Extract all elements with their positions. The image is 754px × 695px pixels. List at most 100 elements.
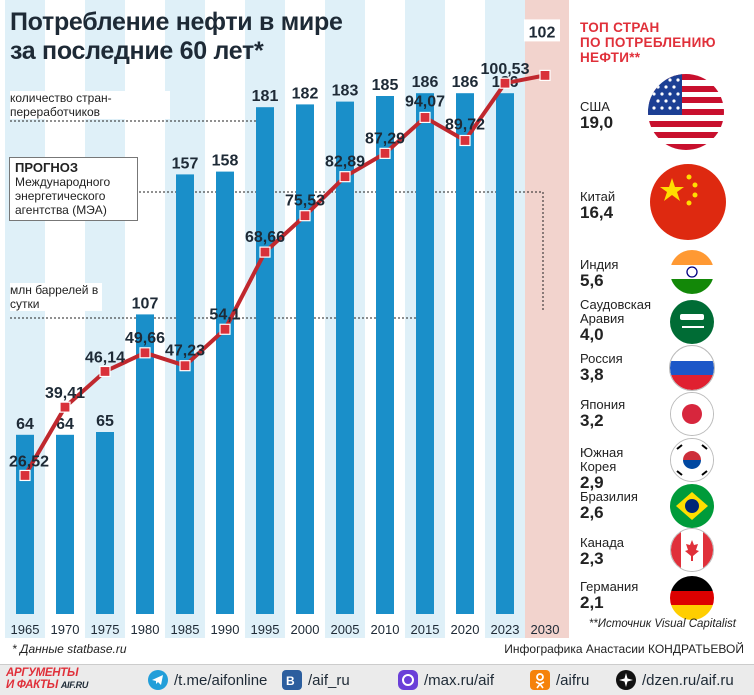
bar-1980 xyxy=(136,314,154,614)
dzen-icon xyxy=(616,670,636,690)
bar-label-1965: 64 xyxy=(16,416,34,433)
dzen-link[interactable]: /dzen.ru/aif.ru xyxy=(616,669,734,691)
japan-flag-icon xyxy=(670,392,714,436)
us-flag-icon xyxy=(648,74,724,150)
country-china: Китай 16,4 xyxy=(580,189,616,222)
consumption-line xyxy=(23,73,546,477)
max-link[interactable]: /max.ru/aif xyxy=(398,669,494,691)
forecast-note: ПРОГНОЗ Международного энергетического а… xyxy=(9,157,138,221)
x-tick-2020: 2020 xyxy=(451,622,480,637)
x-tick-2015: 2015 xyxy=(411,622,440,637)
india-flag-icon xyxy=(670,250,714,294)
point-2015 xyxy=(419,111,431,124)
bar-2015 xyxy=(416,93,434,614)
point-label-2010: 87,29 xyxy=(365,130,405,147)
bar-label-1985: 157 xyxy=(172,155,199,172)
country-germany: Германия 2,1 xyxy=(580,579,639,612)
country-canada: Канада 2,3 xyxy=(580,535,625,568)
bar-label-2020: 186 xyxy=(452,74,479,91)
legend-countries: количество стран-переработчиков xyxy=(10,91,170,119)
aif-logo[interactable]: АРГУМЕНТЫ И ФАКТЫ AIF.RU xyxy=(6,667,89,691)
point-label-1965: 26,52 xyxy=(9,453,49,470)
ok-link[interactable]: /aifru xyxy=(530,669,589,691)
ok-icon xyxy=(530,670,550,690)
bar-2010 xyxy=(376,96,394,614)
x-tick-1995: 1995 xyxy=(251,622,280,637)
bar-label-2015: 186 xyxy=(412,74,439,91)
x-tick-1985: 1985 xyxy=(171,622,200,637)
footnote: * Данные statbase.ru xyxy=(12,642,127,656)
bar-1995 xyxy=(256,107,274,614)
point-2023 xyxy=(499,77,511,89)
vk-icon: В xyxy=(282,670,302,690)
point-2030 xyxy=(539,69,551,82)
x-tick-1990: 1990 xyxy=(211,622,240,637)
russia-flag-border xyxy=(669,345,715,391)
point-label-1985: 47,23 xyxy=(165,343,205,360)
point-1975 xyxy=(99,365,111,378)
point-2000 xyxy=(299,210,311,222)
country-brazil: Бразилия 2,6 xyxy=(580,489,638,522)
bar-label-1995: 181 xyxy=(252,88,279,105)
bar-label-1980: 107 xyxy=(132,295,159,312)
brazil-flag-icon xyxy=(670,484,714,528)
bar-1990 xyxy=(216,171,234,614)
telegram-link[interactable]: /t.me/aifonline xyxy=(148,669,267,691)
bar-1970 xyxy=(56,434,74,614)
country-saudi: Саудовская Аравия 4,0 xyxy=(580,297,652,344)
bar-label-2000: 182 xyxy=(292,85,319,102)
bar-2020 xyxy=(456,93,474,614)
point-label-2023: 100,53 xyxy=(481,61,530,78)
forecast-zone xyxy=(525,0,569,638)
point-label-2020: 89,72 xyxy=(445,116,485,133)
point-label-1980: 49,66 xyxy=(125,330,165,347)
chart-title: Потребление нефти в мире за последние 60… xyxy=(10,8,343,65)
canada-flag-icon xyxy=(670,528,714,572)
germany-flag-icon xyxy=(670,576,714,620)
point-label-1990: 54,1 xyxy=(209,306,240,323)
legend-barrels: млн баррелей в сутки xyxy=(10,283,102,311)
x-tick-1975: 1975 xyxy=(91,622,120,637)
bar-1975 xyxy=(96,432,114,614)
x-tick-2005: 2005 xyxy=(331,622,360,637)
saudi-flag-icon xyxy=(670,300,714,344)
telegram-icon xyxy=(148,670,168,690)
point-1985 xyxy=(179,360,191,372)
x-tick-1965: 1965 xyxy=(11,622,40,637)
bar-label-2005: 183 xyxy=(332,83,359,100)
footer: АРГУМЕНТЫ И ФАКТЫ AIF.RU /t.me/aifonline… xyxy=(0,664,754,695)
x-tick-2023: 2023 xyxy=(491,622,520,637)
x-tick-1970: 1970 xyxy=(51,622,80,637)
bar-2000 xyxy=(296,104,314,615)
point-label-1995: 68,66 xyxy=(245,229,285,246)
bar-label-1970: 64 xyxy=(56,416,74,433)
china-flag-icon xyxy=(650,164,726,240)
point-1990 xyxy=(219,323,231,335)
point-1965 xyxy=(19,469,31,482)
svg-text:В: В xyxy=(286,674,295,688)
country-usa: США 19,0 xyxy=(580,99,614,132)
country-korea: Южная Корея 2,9 xyxy=(580,445,624,492)
x-tick-2000: 2000 xyxy=(291,622,320,637)
credit: Инфографика Анастасии КОНДРАТЬЕВОЙ xyxy=(504,642,744,656)
point-2005 xyxy=(339,171,351,183)
bar-label-1990: 158 xyxy=(212,153,239,170)
x-tick-2010: 2010 xyxy=(371,622,400,637)
top-countries-panel: ТОП СТРАН ПО ПОТРЕБЛЕНИЮ НЕФТИ** США 19,0… xyxy=(570,14,746,632)
forecast-label-bg xyxy=(524,19,560,42)
max-icon xyxy=(398,670,418,690)
point-1980 xyxy=(139,347,151,359)
bar-2005 xyxy=(336,101,354,615)
point-2020 xyxy=(459,134,471,147)
country-russia: Россия 3,8 xyxy=(580,351,623,384)
panel-source: **Источник Visual Capitalist xyxy=(588,618,736,630)
vk-link[interactable]: В /aif_ru xyxy=(282,669,350,691)
bar-1985 xyxy=(176,174,194,614)
country-india: Индия 5,6 xyxy=(580,257,619,290)
country-japan: Япония 3,2 xyxy=(580,397,626,430)
panel-title: ТОП СТРАН ПО ПОТРЕБЛЕНИЮ НЕФТИ** xyxy=(580,20,716,65)
point-label-2000: 75,53 xyxy=(285,193,325,210)
point-2010 xyxy=(379,147,391,159)
point-label-1970: 39,41 xyxy=(45,385,85,402)
korea-flag-icon xyxy=(670,438,714,482)
